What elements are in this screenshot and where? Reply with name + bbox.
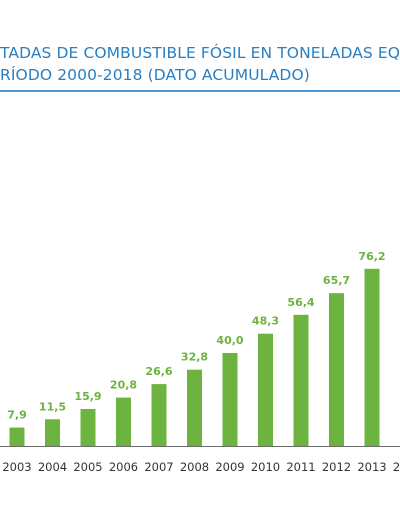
bar-2007	[151, 384, 167, 446]
bar-2008	[187, 369, 202, 446]
bar-2006	[116, 397, 131, 446]
bar-2004	[45, 419, 60, 446]
value-label-2011: 56,4	[287, 296, 314, 309]
x-tick-2011: 2011	[286, 460, 315, 474]
x-tick-2007: 2007	[144, 460, 173, 474]
title-divider	[0, 90, 400, 92]
x-tick-labels-group: 2003 2004 2005 2006 2007 2008 2009 2010 2011 2012…	[2, 460, 400, 474]
value-label-2009: 40,0	[216, 334, 243, 347]
x-tick-2008: 2008	[180, 460, 209, 474]
x-tick-2005: 2005	[73, 460, 102, 474]
x-tick-2014: 2014	[393, 460, 400, 474]
x-tick-2003: 2003	[2, 460, 31, 474]
bar-2011	[293, 314, 309, 446]
x-tick-2006: 2006	[109, 460, 138, 474]
chart-title-line-2: RÍODO 2000-2018 (DATO ACUMULADO)	[0, 66, 310, 84]
value-label-2004: 11,5	[39, 400, 66, 413]
bar-2012	[329, 293, 344, 446]
bar-2005	[80, 409, 96, 446]
bar-2009	[222, 353, 238, 446]
value-label-2006: 20,8	[110, 379, 137, 392]
bar-2010	[258, 333, 273, 446]
chart-title-line-1: TADAS DE COMBUSTIBLE FÓSIL EN TONELADAS …	[0, 44, 400, 62]
chart-title-block: TADAS DE COMBUSTIBLE FÓSIL EN TONELADAS …	[0, 0, 400, 100]
x-tick-2004: 2004	[38, 460, 67, 474]
x-tick-2012: 2012	[322, 460, 351, 474]
bars-group	[9, 268, 380, 446]
value-label-2003: 7,9	[7, 409, 27, 422]
x-tick-2009: 2009	[215, 460, 244, 474]
value-label-2010: 48,3	[252, 315, 279, 328]
x-tick-2013: 2013	[357, 460, 386, 474]
bar-2003	[9, 427, 25, 446]
bar-2013	[364, 268, 380, 446]
value-label-2013: 76,2	[358, 250, 385, 263]
value-labels-group: 7,9 11,5 15,9 20,8 26,6 32,8 40,0 48,3 56,4 65,7 7…	[7, 250, 385, 422]
x-tick-2010: 2010	[251, 460, 280, 474]
value-label-2012: 65,7	[323, 274, 350, 287]
value-label-2008: 32,8	[181, 351, 208, 364]
value-label-2007: 26,6	[145, 365, 172, 378]
value-label-2005: 15,9	[74, 390, 101, 403]
